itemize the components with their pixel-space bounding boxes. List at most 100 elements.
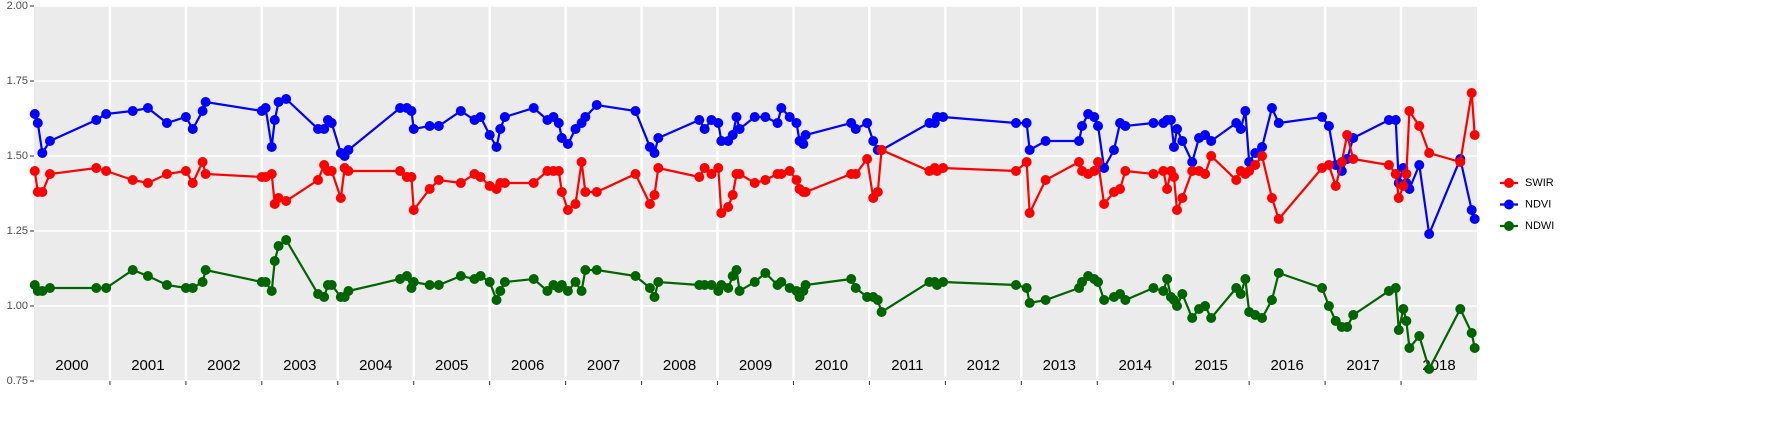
data-point (1021, 283, 1032, 293)
data-point (1466, 88, 1477, 98)
data-point (776, 103, 787, 113)
data-point (1240, 106, 1251, 116)
data-point (1077, 277, 1088, 287)
data-point (694, 172, 705, 182)
data-point (142, 103, 153, 113)
data-point (1040, 136, 1051, 146)
data-point (1010, 280, 1021, 290)
data-point (1108, 145, 1119, 155)
data-point (1404, 343, 1415, 353)
data-point (1317, 112, 1328, 122)
data-point (1162, 184, 1173, 194)
data-point (1398, 304, 1409, 314)
data-point (1187, 313, 1198, 323)
data-point (1455, 304, 1466, 314)
data-point (1177, 193, 1188, 203)
data-point (1177, 289, 1188, 299)
data-point (343, 286, 354, 296)
data-point (776, 277, 787, 287)
data-point (343, 166, 354, 176)
data-point (699, 280, 710, 290)
data-point (1024, 208, 1035, 218)
data-point (862, 154, 873, 164)
data-point (713, 118, 724, 128)
data-point (29, 166, 40, 176)
data-point (424, 280, 435, 290)
data-point (528, 274, 539, 284)
data-point (872, 295, 883, 305)
data-point (580, 187, 591, 197)
data-point (1024, 298, 1035, 308)
data-point (1401, 169, 1412, 179)
data-point (1424, 229, 1435, 239)
data-point (653, 163, 664, 173)
data-point (727, 130, 738, 140)
data-point (1010, 166, 1021, 176)
data-point (1040, 175, 1051, 185)
y-tick-label: 0.75 (7, 375, 28, 387)
data-point (580, 112, 591, 122)
data-point (101, 166, 112, 176)
data-point (326, 166, 337, 176)
data-point (1323, 301, 1334, 311)
data-point (1093, 277, 1104, 287)
year-label: 2011 (891, 357, 923, 374)
data-point (1168, 142, 1179, 152)
data-point (1200, 130, 1211, 140)
data-point (1455, 157, 1466, 167)
data-point (326, 118, 337, 128)
data-point (591, 265, 602, 275)
data-point (200, 169, 211, 179)
data-point (37, 148, 48, 158)
data-point (1348, 154, 1359, 164)
data-point (1206, 313, 1217, 323)
data-point (1273, 118, 1284, 128)
data-point (1074, 136, 1085, 146)
data-point (630, 169, 641, 179)
data-point (938, 163, 949, 173)
data-point (395, 103, 406, 113)
data-point (495, 124, 506, 134)
data-point (731, 112, 742, 122)
data-point (281, 196, 292, 206)
year-label: 2013 (1043, 357, 1076, 374)
data-point (800, 130, 811, 140)
data-point (127, 106, 138, 116)
data-point (1414, 121, 1425, 131)
data-point (260, 103, 271, 113)
data-point (553, 118, 564, 128)
year-label: 2002 (207, 357, 240, 374)
data-point (1414, 160, 1425, 170)
data-point (1317, 283, 1328, 293)
data-point (273, 241, 284, 251)
data-point (716, 136, 727, 146)
data-point (455, 178, 466, 188)
data-point (1469, 214, 1480, 224)
data-point (938, 112, 949, 122)
data-point (556, 133, 567, 143)
data-point (1323, 121, 1334, 131)
data-point (1099, 163, 1110, 173)
data-point (408, 277, 419, 287)
data-point (395, 166, 406, 176)
data-point (694, 115, 705, 125)
data-point (101, 283, 112, 293)
data-point (1074, 157, 1085, 167)
data-point (180, 112, 191, 122)
data-point (850, 283, 861, 293)
data-point (1393, 325, 1404, 335)
data-point (562, 139, 573, 149)
data-point (528, 178, 539, 188)
data-point (266, 169, 277, 179)
data-point (1414, 331, 1425, 341)
data-point (556, 280, 567, 290)
data-point (713, 163, 724, 173)
data-point (1200, 169, 1211, 179)
data-point (1120, 121, 1131, 131)
data-point (1398, 181, 1409, 191)
data-point (269, 256, 280, 266)
data-point (1424, 364, 1435, 374)
data-point (1010, 118, 1021, 128)
data-point (29, 109, 40, 119)
